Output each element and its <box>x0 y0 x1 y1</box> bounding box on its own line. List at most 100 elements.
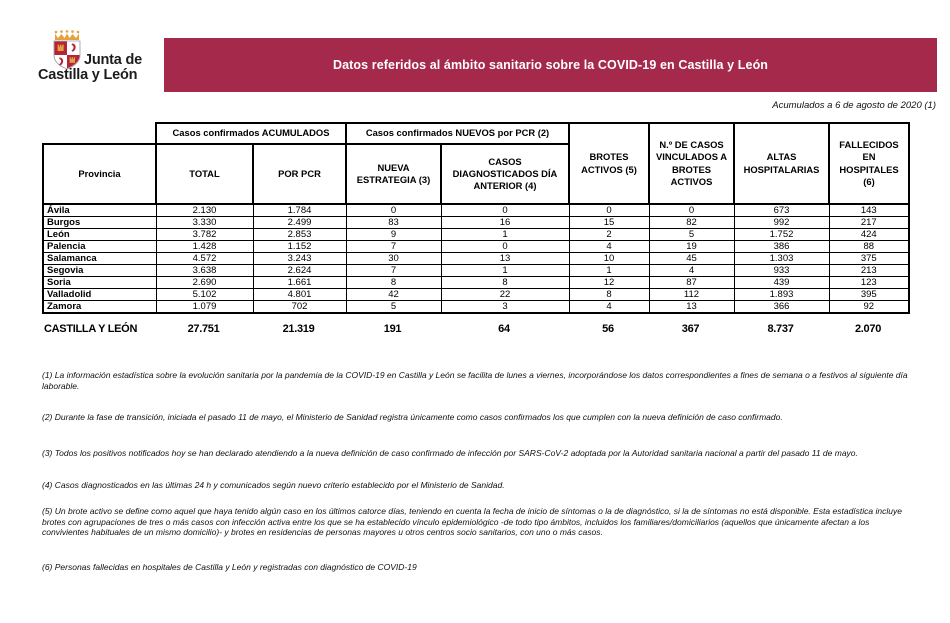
province-cell: Valladolid <box>42 288 157 301</box>
total-value-cell: 21.319 <box>282 323 315 335</box>
table-row: Soria 2.690 1.661 8 8 12 87 439 123 <box>42 276 910 289</box>
col-header-total: TOTAL <box>155 143 254 205</box>
value-cell: 22 <box>440 288 570 301</box>
value-cell: 4.801 <box>252 288 347 301</box>
value-cell: 2.624 <box>252 264 347 277</box>
value-cell: 1.428 <box>155 240 254 253</box>
value-cell: 9 <box>345 228 442 241</box>
value-cell: 4.572 <box>155 252 254 265</box>
value-cell: 45 <box>648 252 735 265</box>
value-cell: 82 <box>648 216 735 229</box>
value-cell: 15 <box>568 216 650 229</box>
value-cell: 143 <box>828 203 910 217</box>
table-row: Segovia 3.638 2.624 7 1 1 4 933 213 <box>42 264 910 277</box>
value-cell: 3.330 <box>155 216 254 229</box>
value-cell: 12 <box>568 276 650 289</box>
table-row: Palencia 1.428 1.152 7 0 4 19 386 88 <box>42 240 910 253</box>
value-cell: 7 <box>345 240 442 253</box>
table-row: Salamanca 4.572 3.243 30 13 10 45 1.303 375 <box>42 252 910 265</box>
value-cell: 0 <box>345 203 442 217</box>
value-cell: 4 <box>568 300 650 314</box>
value-cell: 3 <box>440 300 570 314</box>
value-cell: 0 <box>440 203 570 217</box>
value-cell: 123 <box>828 276 910 289</box>
page-title: Datos referidos al ámbito sanitario sobr… <box>332 58 769 72</box>
value-cell: 2.853 <box>252 228 347 241</box>
col-header-por-pcr: POR PCR <box>252 143 347 205</box>
value-cell: 13 <box>440 252 570 265</box>
total-value-cell: 2.070 <box>854 323 882 335</box>
value-cell: 386 <box>733 240 830 253</box>
value-cell: 0 <box>440 240 570 253</box>
total-label-cell: CASTILLA Y LEÓN <box>44 323 138 335</box>
value-cell: 5 <box>345 300 442 314</box>
value-cell: 1.752 <box>733 228 830 241</box>
table-body: Ávila 2.130 1.784 0 0 0 0 673 143 Burgos 3.330 2.49… <box>42 203 910 314</box>
footnote-2: (2) Durante la fase de transición, inici… <box>42 412 783 422</box>
value-cell: 88 <box>828 240 910 253</box>
value-cell: 19 <box>648 240 735 253</box>
value-cell: 1.784 <box>252 203 347 217</box>
value-cell: 112 <box>648 288 735 301</box>
value-cell: 1 <box>568 264 650 277</box>
footnote-5: (5) Un brote activo se define como aquel… <box>42 506 902 538</box>
col-header-fallecidos: FALLECIDOS EN HOSPITALES (6) <box>828 122 910 205</box>
covid-data-table: Casos confirmados ACUMULADOS Casos confi… <box>42 122 910 314</box>
total-value-cell: 56 <box>602 323 614 335</box>
value-cell: 87 <box>648 276 735 289</box>
group-header-row: Casos confirmados ACUMULADOS Casos confi… <box>43 122 910 205</box>
province-cell: Zamora <box>42 300 157 314</box>
group-header-nuevos-pcr: Casos confirmados NUEVOS por PCR (2) <box>345 122 570 145</box>
value-cell: 395 <box>828 288 910 301</box>
col-header-diagnosticados-dia-anterior: CASOS DIAGNOSTICADOS DÍA ANTERIOR (4) <box>440 143 570 205</box>
totals-table: CASTILLA Y LEÓN 27.751 21.319 191 64 56 367 8.7… <box>42 319 908 339</box>
total-value-cell: 191 <box>383 323 402 335</box>
value-cell: 83 <box>345 216 442 229</box>
coat-of-arms-icon <box>53 30 81 70</box>
col-header-altas-hospitalarias: ALTAS HOSPITALARIAS <box>733 122 830 205</box>
col-header-casos-vinculados: N.º DE CASOS VINCULADOS A BROTES ACTIVOS <box>648 122 735 205</box>
value-cell: 13 <box>648 300 735 314</box>
col-header-brotes-activos: BROTES ACTIVOS (5) <box>568 122 650 205</box>
value-cell: 1 <box>440 264 570 277</box>
value-cell: 1 <box>440 228 570 241</box>
value-cell: 8 <box>345 276 442 289</box>
value-cell: 10 <box>568 252 650 265</box>
value-cell: 673 <box>733 203 830 217</box>
col-header-nueva-estrategia: NUEVA ESTRATEGIA (3) <box>345 143 442 205</box>
value-cell: 30 <box>345 252 442 265</box>
province-cell: Palencia <box>42 240 157 253</box>
province-cell: Soria <box>42 276 157 289</box>
junta-logo: Junta de Castilla y León <box>38 30 168 92</box>
value-cell: 1.079 <box>155 300 254 314</box>
table-row: León 3.782 2.853 9 1 2 5 1.752 424 <box>42 228 910 241</box>
province-cell: Burgos <box>42 216 157 229</box>
value-cell: 2.690 <box>155 276 254 289</box>
value-cell: 7 <box>345 264 442 277</box>
total-value-cell: 27.751 <box>187 323 220 335</box>
value-cell: 2.130 <box>155 203 254 217</box>
total-value-cell: 64 <box>498 323 510 335</box>
value-cell: 8 <box>440 276 570 289</box>
value-cell: 5 <box>648 228 735 241</box>
footnote-6: (6) Personas fallecidas en hospitales de… <box>42 562 417 572</box>
footnote-1: (1) La información estadística sobre la … <box>42 370 908 391</box>
value-cell: 1.152 <box>252 240 347 253</box>
value-cell: 424 <box>828 228 910 241</box>
value-cell: 366 <box>733 300 830 314</box>
value-cell: 1.661 <box>252 276 347 289</box>
sub-header-row: Provincia TOTAL POR PCR NUEVA ESTRATEGIA… <box>42 143 909 205</box>
value-cell: 16 <box>440 216 570 229</box>
value-cell: 92 <box>828 300 910 314</box>
value-cell: 3.243 <box>252 252 347 265</box>
table-row: Burgos 3.330 2.499 83 16 15 82 992 217 <box>42 216 910 229</box>
value-cell: 2.499 <box>252 216 347 229</box>
title-banner: Datos referidos al ámbito sanitario sobr… <box>164 38 937 92</box>
value-cell: 4 <box>648 264 735 277</box>
total-value-cell: 8.737 <box>767 323 794 335</box>
logo-text-line2: Castilla y León <box>38 67 138 83</box>
blank-header-cell <box>43 123 156 144</box>
value-cell: 2 <box>568 228 650 241</box>
total-row: CASTILLA Y LEÓN 27.751 21.319 191 64 56 367 8.7… <box>42 319 908 339</box>
province-cell: Ávila <box>42 203 157 217</box>
